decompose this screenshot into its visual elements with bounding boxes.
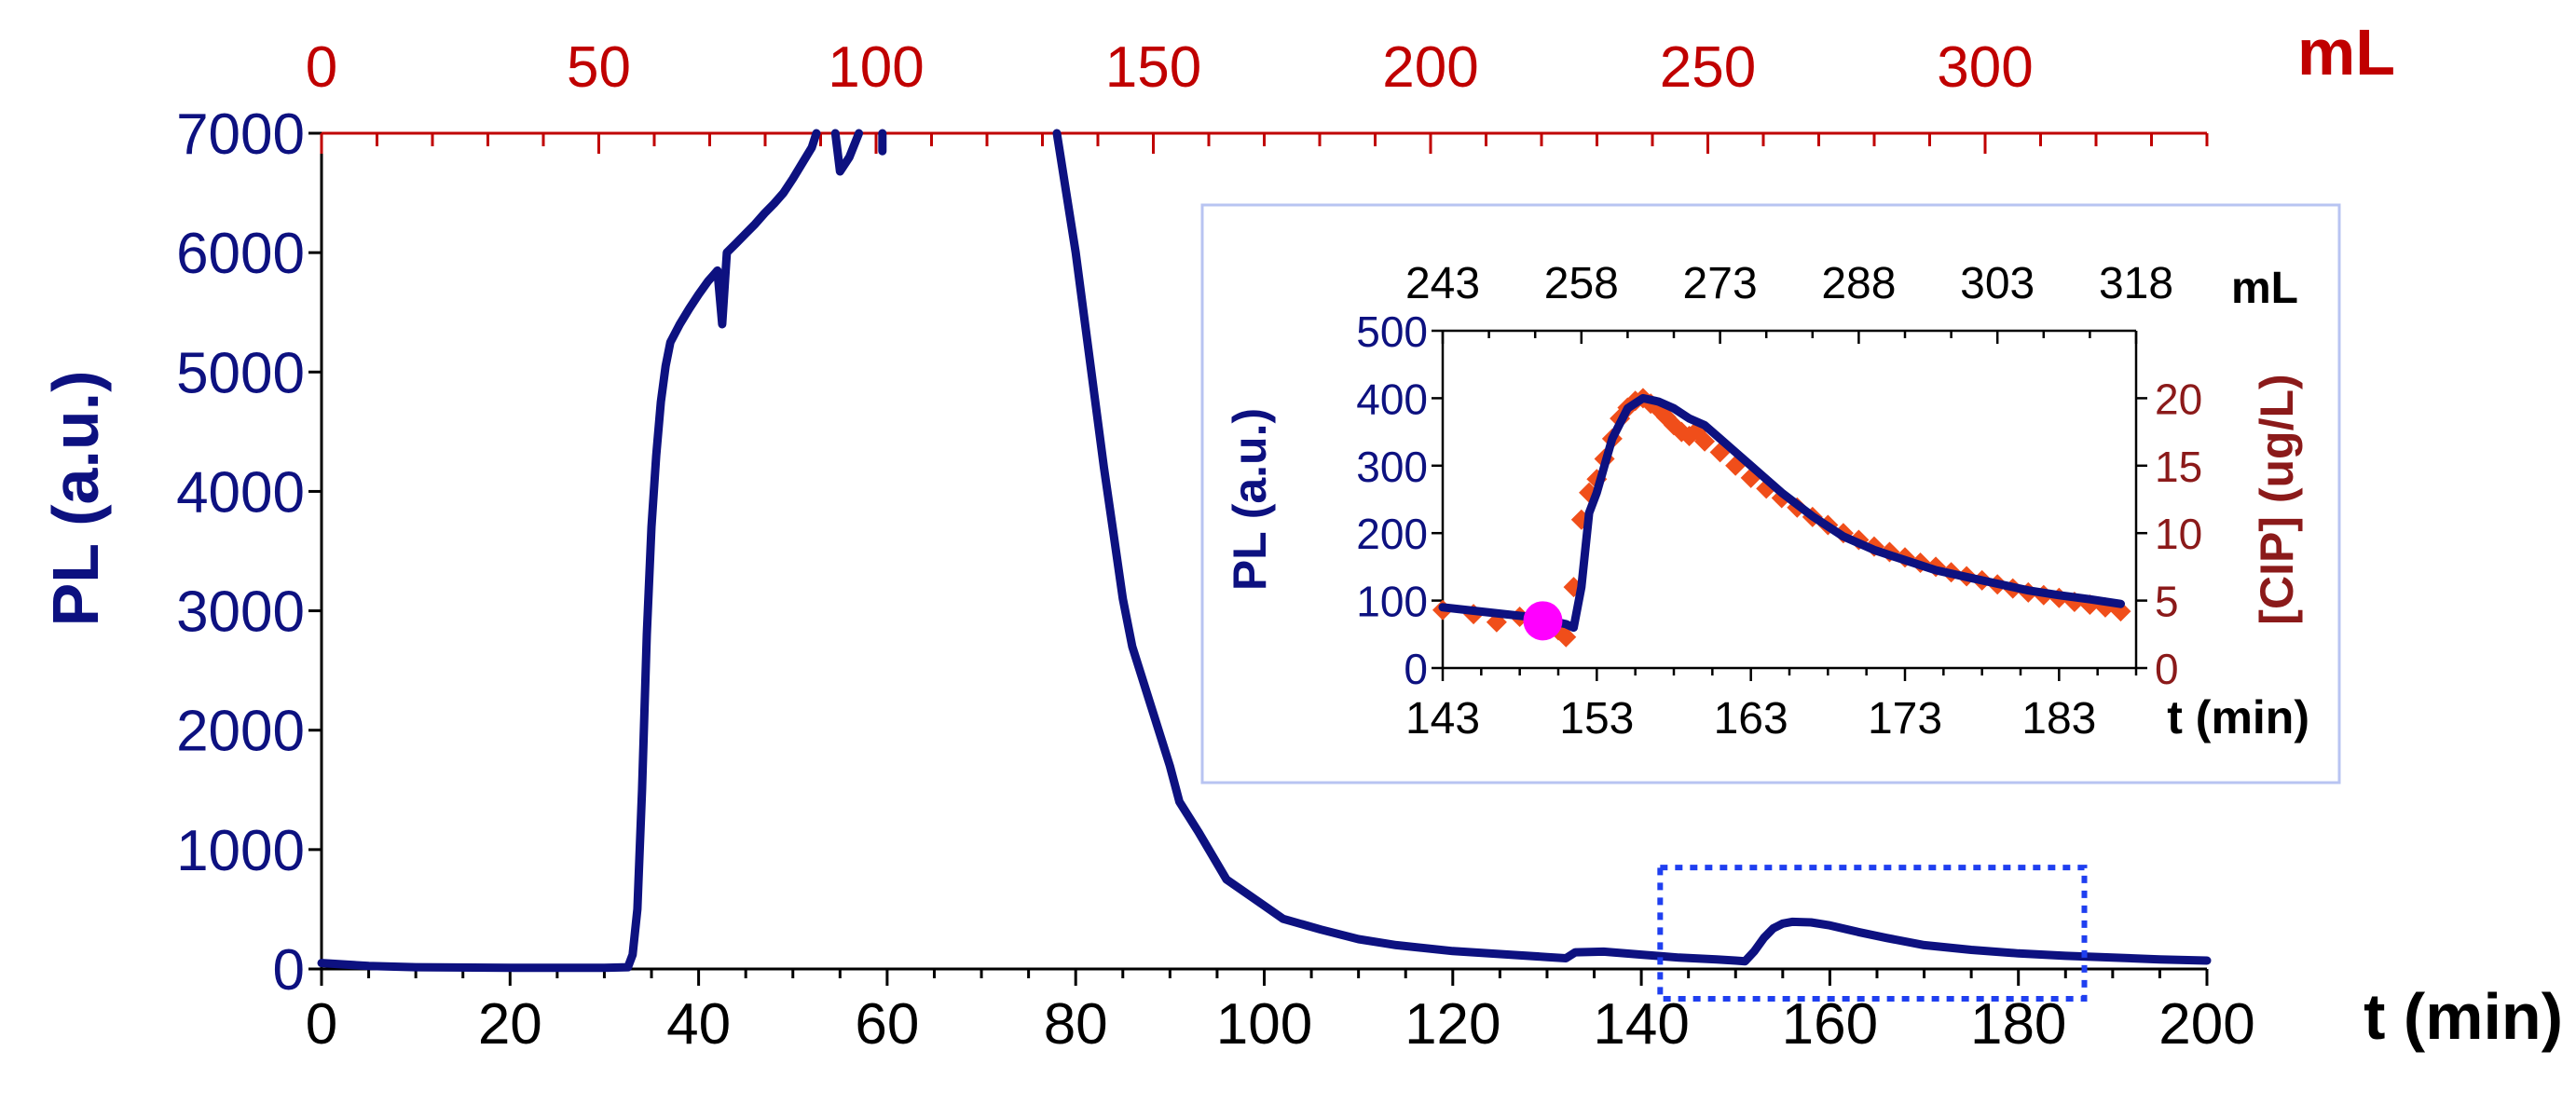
inset-top-tick-label: 318 (2099, 259, 2173, 308)
y-tick-label: 5000 (176, 341, 305, 405)
y-tick-label: 2000 (176, 700, 305, 764)
inset-x-tick-label: 143 (1405, 694, 1480, 743)
y-tick-label: 4000 (176, 460, 305, 525)
top-tick-label: 150 (1105, 35, 1201, 100)
inset-y-tick-label: 0 (1404, 645, 1428, 693)
inset-y2-tick-label: 0 (2155, 645, 2179, 693)
zoom-region-box (1657, 865, 2088, 1003)
top-tick-label: 0 (306, 35, 337, 100)
top-tick-label: 300 (1937, 35, 2033, 100)
highlight-marker (1523, 601, 1563, 641)
inset-y-tick-label: 300 (1356, 443, 1428, 491)
inset-top-axis-label: mL (2231, 264, 2298, 313)
y-tick-label: 7000 (176, 102, 305, 167)
inset-pl-line (1438, 393, 2125, 633)
x-tick-label: 40 (666, 992, 731, 1057)
inset-y-tick-label: 200 (1356, 510, 1428, 558)
inset-y-tick-label: 500 (1356, 307, 1428, 356)
y-tick-label: 3000 (176, 580, 305, 645)
inset-y2-tick-label: 20 (2155, 375, 2202, 423)
y-tick-label: 6000 (176, 222, 305, 286)
inset-top-tick-label: 258 (1544, 259, 1619, 308)
y-axis-label: PL (a.u.) (39, 371, 112, 627)
y-tick-label: 1000 (176, 819, 305, 883)
inset-x-axis-label: t (min) (2167, 691, 2309, 743)
inset-x-tick-label: 173 (1868, 694, 1942, 743)
inset-chart: 143 153 163 173 183 t (min)0100200300400500PL… (1200, 203, 2341, 784)
pl-line (1052, 129, 2212, 966)
inset-x-tick-label: 153 (1559, 694, 1634, 743)
x-tick-label: 60 (855, 992, 919, 1057)
x-tick-label: 200 (2158, 992, 2254, 1057)
inset-top-tick-label: 273 (1683, 259, 1758, 308)
inset-y-axis-label: PL (a.u.) (1224, 408, 1276, 591)
x-tick-label: 120 (1404, 992, 1500, 1057)
top-tick-label: 100 (828, 35, 924, 100)
inset-x-tick-label: 163 (1714, 694, 1788, 743)
inset-y-tick-label: 100 (1356, 578, 1428, 626)
top-axis-label: mL (2297, 16, 2395, 89)
y-tick-label: 0 (273, 938, 305, 1003)
pl-line (830, 129, 864, 176)
inset-top-tick-label: 243 (1405, 259, 1480, 308)
x-tick-label: 160 (1782, 992, 1878, 1057)
x-tick-label: 20 (478, 992, 542, 1057)
pl-line (317, 129, 821, 973)
cip-marker (1555, 626, 1577, 648)
inset-top-tick-label: 303 (1960, 259, 2035, 308)
inset-y2-tick-label: 5 (2155, 578, 2179, 626)
inset-x-tick-label: 183 (2021, 694, 2096, 743)
x-tick-label: 140 (1593, 992, 1689, 1057)
inset-y2-axis-label: [CIP] (ug/L) (2251, 374, 2303, 624)
x-tick-label: 180 (1970, 992, 2066, 1057)
top-tick-label: 200 (1382, 35, 1478, 100)
cip-marker (1694, 430, 1716, 452)
inset-top-tick-label: 288 (1821, 259, 1896, 308)
top-tick-label: 50 (567, 35, 631, 100)
inset-y2-tick-label: 15 (2155, 443, 2202, 491)
main-chart: 0 20 40 60 80 100 120 140 160 180 2000100020003000… (39, 16, 2563, 1057)
top-tick-label: 250 (1660, 35, 1756, 100)
inset-y-tick-label: 400 (1356, 375, 1428, 423)
x-tick-label: 0 (306, 992, 337, 1057)
x-axis-label: t (min) (2364, 980, 2563, 1053)
x-tick-label: 100 (1216, 992, 1312, 1057)
x-tick-label: 80 (1044, 992, 1108, 1057)
inset-y2-tick-label: 10 (2155, 510, 2202, 558)
